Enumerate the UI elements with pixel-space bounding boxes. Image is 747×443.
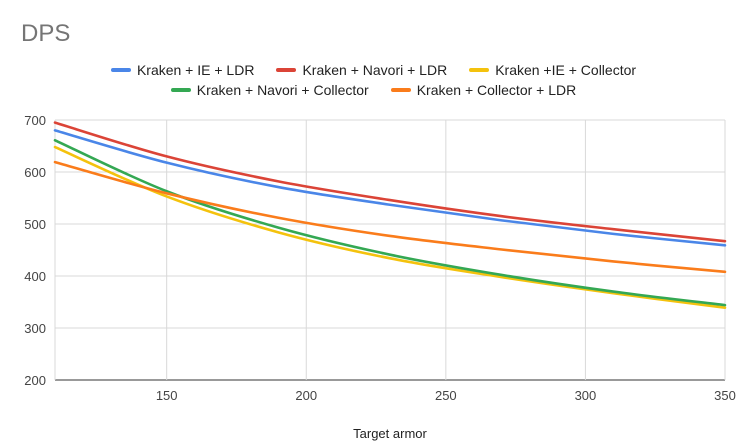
legend-label: Kraken + Collector + LDR bbox=[416, 82, 577, 98]
y-tick-label: 400 bbox=[24, 269, 46, 284]
y-tick-label: 600 bbox=[24, 165, 46, 180]
legend-swatch bbox=[390, 88, 411, 92]
legend-item[interactable]: Kraken + Navori + LDR bbox=[276, 62, 447, 78]
x-tick-label: 250 bbox=[435, 388, 457, 403]
x-tick-label: 200 bbox=[295, 388, 317, 403]
legend-label: Kraken + Navori + LDR bbox=[302, 62, 448, 78]
legend-swatch bbox=[110, 68, 131, 72]
legend-swatch bbox=[276, 68, 297, 72]
x-tick-label: 150 bbox=[156, 388, 178, 403]
chart-legend: Kraken + IE + LDR Kraken + Navori + LDR … bbox=[0, 60, 747, 100]
series-line bbox=[53, 129, 727, 247]
legend-row: Kraken + IE + LDR Kraken + Navori + LDR … bbox=[0, 60, 747, 80]
series-line bbox=[53, 160, 727, 274]
legend-item[interactable]: Kraken + Navori + Collector bbox=[170, 82, 369, 98]
legend-item[interactable]: Kraken + IE + LDR bbox=[110, 62, 255, 78]
chart-title: DPS bbox=[21, 20, 71, 47]
series-line bbox=[53, 138, 727, 307]
legend-label: Kraken + IE + LDR bbox=[136, 62, 255, 78]
legend-item[interactable]: Kraken +IE + Collector bbox=[469, 62, 636, 78]
gridlines bbox=[54, 119, 726, 381]
legend-swatch bbox=[170, 88, 191, 92]
legend-label: Kraken +IE + Collector bbox=[495, 62, 637, 78]
x-axis-title: Target armor bbox=[353, 426, 427, 441]
y-tick-label: 200 bbox=[24, 373, 46, 388]
legend-item[interactable]: Kraken + Collector + LDR bbox=[390, 82, 577, 98]
series-line bbox=[53, 121, 727, 243]
legend-row: Kraken + Navori + Collector Kraken + Col… bbox=[0, 80, 747, 100]
y-tick-label: 700 bbox=[24, 113, 46, 128]
series-lines bbox=[53, 121, 727, 310]
y-axis-ticks: 200 300 400 500 600 700 bbox=[24, 113, 46, 388]
legend-swatch bbox=[469, 68, 490, 72]
y-tick-label: 300 bbox=[24, 321, 46, 336]
x-tick-label: 350 bbox=[714, 388, 736, 403]
x-tick-label: 300 bbox=[575, 388, 597, 403]
y-tick-label: 500 bbox=[24, 217, 46, 232]
legend-label: Kraken + Navori + Collector bbox=[196, 82, 369, 98]
x-axis-ticks: 150 200 250 300 350 bbox=[156, 388, 736, 403]
series-line bbox=[53, 145, 727, 310]
